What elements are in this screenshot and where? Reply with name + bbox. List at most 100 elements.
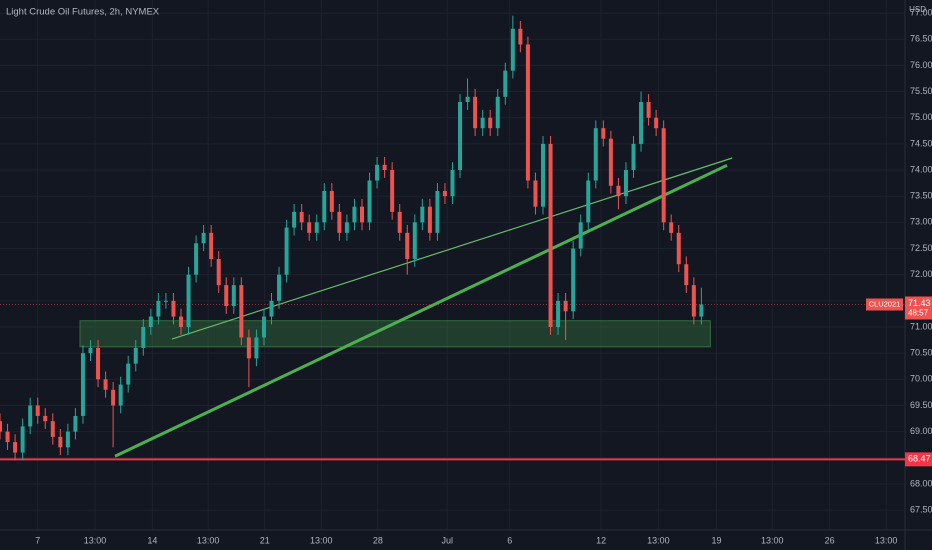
y-tick-label: 72.00: [910, 269, 932, 279]
candle-body: [254, 337, 259, 359]
y-tick-label: 75.50: [910, 86, 932, 96]
candle-body: [458, 102, 463, 171]
candle-body: [103, 379, 108, 390]
candle-body: [20, 426, 25, 453]
y-tick-label: 73.00: [910, 217, 932, 227]
candle-body: [608, 138, 613, 186]
y-tick-label: 77.00: [910, 7, 932, 17]
candle-body: [314, 222, 319, 233]
candle-body: [480, 117, 485, 129]
candle-body: [488, 117, 493, 129]
candle-body: [231, 285, 236, 307]
candle-body: [382, 164, 387, 171]
candle-body: [5, 431, 10, 443]
price-tag: [905, 296, 932, 320]
candle-body: [307, 222, 312, 233]
chart-title: Light Crude Oil Futures, 2h, NYMEX: [6, 7, 160, 18]
trendline: [171, 157, 733, 340]
x-tick-label: 13:00: [647, 535, 670, 545]
y-tick-label: 76.00: [910, 60, 932, 70]
candle-body: [616, 185, 621, 197]
candle-body: [375, 164, 380, 181]
candle-body: [593, 128, 598, 181]
candle-body: [450, 170, 455, 197]
price-tag: [905, 452, 932, 467]
candle-body: [156, 300, 161, 317]
candle-body: [292, 211, 297, 228]
candle-body: [111, 389, 116, 406]
candle-body: [80, 353, 85, 416]
candle-body: [329, 190, 334, 212]
candle-body: [699, 304, 704, 317]
candle-body: [148, 316, 153, 327]
grid: [0, 0, 905, 530]
trendline: [114, 163, 728, 458]
y-tick-label: 74.50: [910, 138, 932, 148]
candle-body: [639, 102, 644, 144]
support-zone: [79, 320, 711, 348]
y-tick-label: 72.50: [910, 243, 932, 253]
horizontal-line-label: 68.47: [908, 454, 931, 464]
x-tick-label: 28: [373, 535, 383, 545]
y-tick-label: 69.00: [910, 426, 932, 436]
y-tick-label: 75.00: [910, 112, 932, 122]
candle-body: [0, 421, 2, 432]
candle-body: [420, 206, 425, 223]
candle-body: [171, 300, 176, 317]
candle-body: [224, 285, 229, 307]
candle-body: [518, 28, 523, 45]
candle-body: [578, 222, 583, 249]
candles: [0, 15, 704, 461]
x-tick-label: 7: [35, 535, 40, 545]
x-tick-label: 13:00: [875, 535, 898, 545]
candle-body: [246, 337, 251, 359]
candle-body: [691, 285, 696, 317]
x-tick-label: 14: [147, 535, 157, 545]
y-tick-label: 70.50: [910, 348, 932, 358]
y-tick-label: 71.00: [910, 321, 932, 331]
candle-body: [344, 222, 349, 233]
y-tick-label: 74.00: [910, 164, 932, 174]
candle-body: [13, 442, 18, 453]
candle-body: [261, 316, 266, 338]
candle-body: [435, 190, 440, 233]
x-tick-label: 13:00: [761, 535, 784, 545]
x-tick-label: 13:00: [310, 535, 333, 545]
candle-body: [631, 143, 636, 171]
candle-body: [427, 206, 432, 233]
candle-body: [186, 274, 191, 327]
candle-body: [322, 190, 327, 223]
x-tick-label: 13:00: [197, 535, 220, 545]
x-tick-label: 6: [507, 535, 512, 545]
candle-body: [465, 96, 470, 103]
candle-body: [352, 206, 357, 223]
y-tick-label: 76.50: [910, 34, 932, 44]
countdown-label: 48:57: [908, 309, 929, 318]
candle-body: [126, 363, 131, 385]
candle-body: [586, 180, 591, 223]
candle-body: [65, 431, 70, 448]
candle-body: [179, 316, 183, 327]
candle-body: [676, 232, 681, 265]
symbol-label: CLU2021: [869, 299, 901, 308]
candle-body: [141, 326, 146, 348]
candle-body: [571, 248, 576, 312]
candle-body: [194, 243, 199, 275]
candle-body: [405, 232, 410, 259]
candle-body: [661, 128, 666, 223]
y-tick-label: 68.00: [910, 478, 932, 488]
candle-body: [669, 222, 674, 233]
x-tick-label: 21: [260, 535, 270, 545]
candle-body: [269, 300, 274, 317]
candle-body: [360, 206, 364, 223]
candle-body: [525, 44, 530, 181]
y-tick-label: 70.00: [910, 374, 932, 384]
candle-body: [533, 180, 538, 207]
candle-body: [209, 232, 214, 259]
candle-body: [201, 232, 206, 244]
x-tick-label: Jul: [441, 535, 453, 545]
candle-body: [390, 170, 395, 212]
candle-body: [556, 300, 561, 327]
